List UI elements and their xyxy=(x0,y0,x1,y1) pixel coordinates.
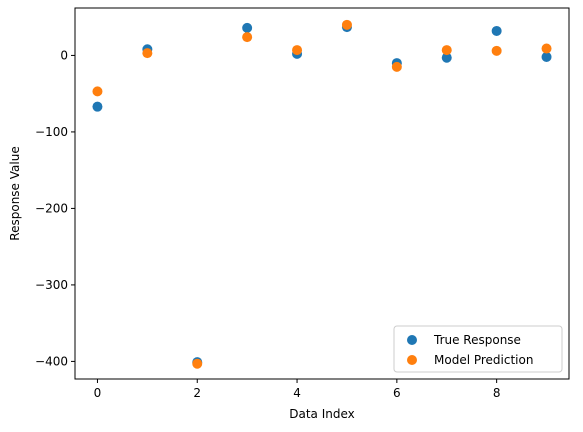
y-tick-label: −200 xyxy=(35,201,68,215)
plot-frame xyxy=(74,7,570,380)
legend-box xyxy=(393,325,563,373)
model-prediction-point xyxy=(541,43,552,54)
y-tick-label: −100 xyxy=(35,125,68,139)
x-axis-label: Data Index xyxy=(289,407,355,421)
model-prediction-point xyxy=(341,19,352,30)
true-response-point xyxy=(242,22,253,33)
model-prediction-point xyxy=(142,48,153,59)
y-tick-label: −400 xyxy=(35,354,68,368)
legend-marker xyxy=(407,335,417,345)
true-response-point xyxy=(491,25,502,36)
x-tick-label: 8 xyxy=(493,386,501,400)
y-tick-label: −300 xyxy=(35,278,68,292)
true-response-point xyxy=(441,52,452,63)
x-tick-label: 4 xyxy=(293,386,301,400)
data-points xyxy=(92,19,552,369)
y-tick-label: 0 xyxy=(60,48,68,62)
legend-marker xyxy=(407,355,417,365)
legend-entry-label: Model Prediction xyxy=(434,353,533,367)
x-tick-label: 6 xyxy=(393,386,401,400)
legend-entry-label: True Response xyxy=(433,333,521,347)
model-prediction-point xyxy=(292,45,303,56)
x-tick-label: 0 xyxy=(94,386,102,400)
model-prediction-point xyxy=(391,61,402,72)
model-prediction-point xyxy=(441,45,452,56)
model-prediction-point xyxy=(192,358,203,369)
model-prediction-point xyxy=(92,86,103,97)
true-response-point xyxy=(92,101,103,112)
model-prediction-point xyxy=(491,45,502,56)
true-response-point xyxy=(541,51,552,62)
y-axis-ticks: −400 −300 −200 −100 0 xyxy=(35,48,75,368)
model-prediction-point xyxy=(242,32,253,43)
x-axis-ticks: 0 2 4 6 8 xyxy=(94,379,501,400)
y-axis-label: Response Value xyxy=(8,146,22,240)
x-tick-label: 2 xyxy=(193,386,201,400)
legend: True Response Model Prediction xyxy=(393,325,563,373)
